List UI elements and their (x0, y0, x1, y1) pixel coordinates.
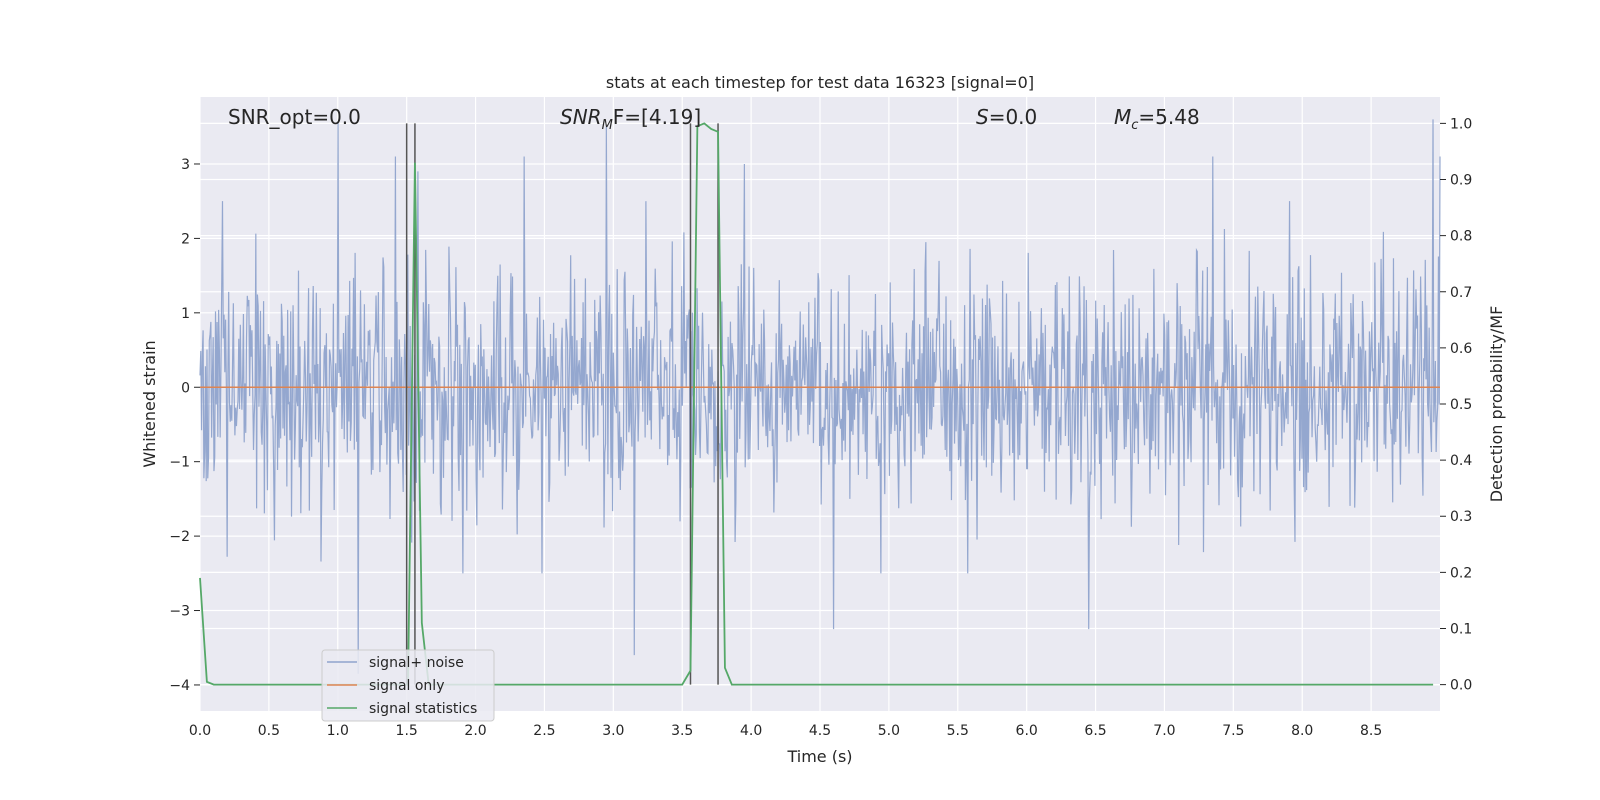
x-tick-label: 7.5 (1222, 723, 1244, 739)
x-tick-label: 6.5 (1084, 723, 1106, 739)
y2-tick-label: 0.0 (1450, 678, 1472, 694)
x-tick-label: 5.5 (947, 723, 969, 739)
x-tick-label: 4.5 (809, 723, 831, 739)
y-tick-label: −2 (169, 529, 190, 545)
x-tick-label: 3.0 (602, 723, 624, 739)
x-tick-label: 1.0 (327, 723, 349, 739)
y-tick-label: 3 (181, 157, 190, 173)
signal-statistics-series (199, 122, 1434, 686)
y2-tick-label: 0.5 (1450, 397, 1472, 413)
legend: signal+ noise signal only signal statist… (321, 649, 495, 722)
y-tick-label: 1 (181, 306, 190, 322)
y2-tick-label: 1.0 (1450, 116, 1472, 132)
annotation-snr-mf-sub: M (602, 118, 613, 133)
x-tick-label: 5.0 (878, 723, 900, 739)
annotation-snr-mf-rest: F=[4.19] (613, 105, 701, 129)
y-axis-label: Whitened strain (140, 340, 159, 467)
legend-label-signal-only: signal only (369, 678, 444, 694)
x-tick-label: 0.0 (189, 723, 211, 739)
x-tick-label: 7.0 (1153, 723, 1175, 739)
x-tick-label: 2.5 (533, 723, 555, 739)
annotation-snr-mf-label: SNR (560, 105, 602, 129)
annotation-snr-opt: SNR_opt=0.0 (228, 105, 361, 129)
y-tick-label: 2 (181, 231, 190, 247)
y2-tick-label: 0.8 (1450, 229, 1472, 245)
x-axis-label: Time (s) (786, 747, 852, 766)
annotation-mc-rest: =5.48 (1138, 105, 1199, 129)
y2-tick-label: 0.1 (1450, 621, 1472, 637)
x-tick-label: 2.0 (464, 723, 486, 739)
y-tick-label: −3 (169, 604, 190, 620)
annotation-mc: Mc=5.48 (1114, 105, 1200, 133)
legend-label-signal-noise: signal+ noise (369, 655, 464, 671)
legend-label-signal-statistics: signal statistics (369, 701, 477, 717)
y-tick-label: 0 (181, 380, 190, 396)
x-tick-label: 3.5 (671, 723, 693, 739)
y2-tick-label: 0.9 (1450, 173, 1472, 189)
annotation-s-label: S (976, 105, 989, 129)
annotation-mc-label: M (1114, 105, 1131, 129)
y2-axis-label: Detection probability/MF (1487, 306, 1506, 503)
x-tick-label: 4.0 (740, 723, 762, 739)
x-tick-label: 6.0 (1016, 723, 1038, 739)
legend-box (321, 649, 495, 722)
annotations: SNR_opt=0.0 SNRMF=[4.19] S=0.0 Mc=5.48 (228, 105, 1200, 133)
annotation-snr-mf: SNRMF=[4.19] (560, 105, 701, 133)
y-tick-label: −1 (169, 455, 190, 471)
x-tick-label: 1.5 (396, 723, 418, 739)
y-tick-label: −4 (169, 678, 190, 694)
y2-tick-label: 0.2 (1450, 565, 1472, 581)
y2-tick-label: 0.7 (1450, 285, 1472, 301)
x-tick-label: 8.0 (1291, 723, 1313, 739)
annotation-s: S=0.0 (976, 105, 1037, 129)
y2-tick-label: 0.3 (1450, 509, 1472, 525)
y2-tick-label: 0.4 (1450, 453, 1472, 469)
chart-title: stats at each timestep for test data 163… (606, 73, 1034, 92)
x-tick-label: 0.5 (258, 723, 280, 739)
annotation-s-rest: =0.0 (989, 105, 1038, 129)
axis-ticks: 0.0 0.5 1.0 1.5 2.0 2.5 3.0 3.5 4.0 4.5 5.0 5.5 6.0 6… (169, 116, 1472, 739)
x-tick-label: 8.5 (1360, 723, 1382, 739)
y2-tick-label: 0.6 (1450, 341, 1472, 357)
annotation-mc-sub: c (1131, 118, 1138, 133)
detection-vlines (405, 123, 719, 685)
signal-statistics-line (199, 122, 1434, 686)
